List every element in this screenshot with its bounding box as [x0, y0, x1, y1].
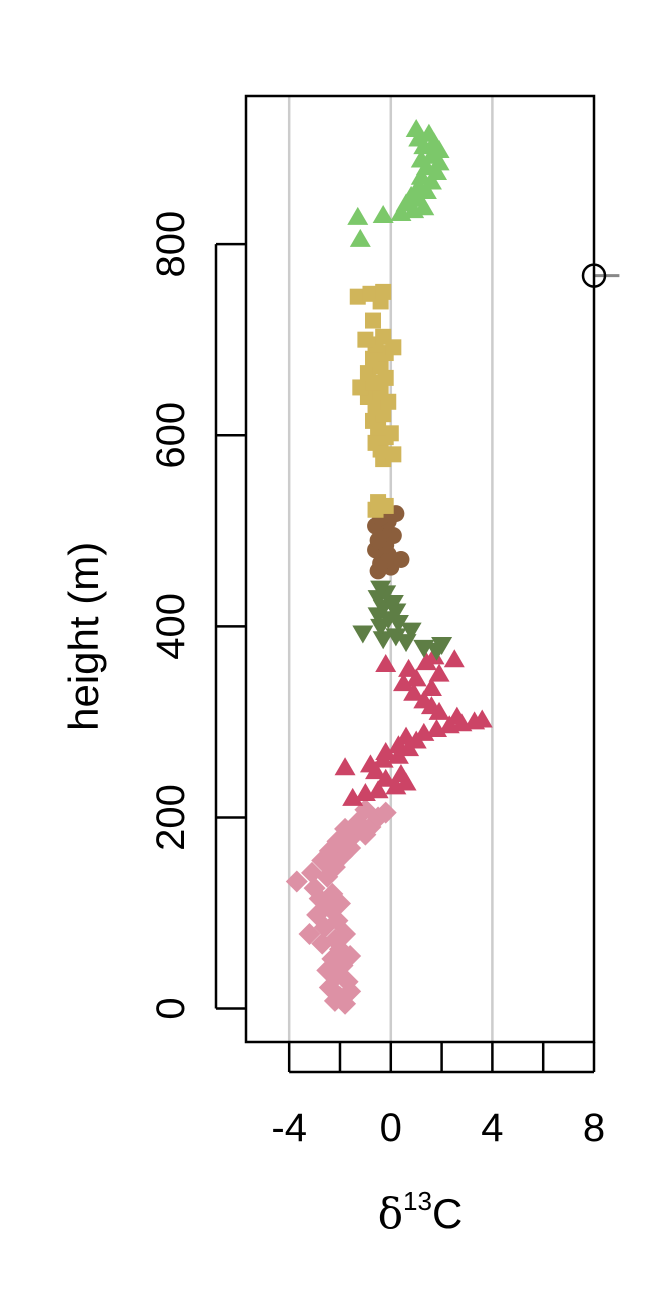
data-point-series-2	[375, 768, 397, 787]
data-point-series-5	[357, 331, 374, 348]
x-tick-label: 4	[481, 1106, 503, 1150]
data-point-series-3	[431, 636, 453, 655]
data-point-series-2	[375, 654, 397, 673]
x-tick-label: -4	[271, 1106, 307, 1150]
x-axis-label-suffix: C	[432, 1190, 462, 1237]
data-point-series-5	[359, 365, 376, 382]
data-point-series-5	[375, 283, 392, 300]
data-point-series-5	[362, 285, 379, 302]
x-axis: -4 0 4 8	[271, 1042, 605, 1150]
error-marker	[581, 263, 620, 288]
data-point-series-2	[334, 757, 356, 776]
data-point-series-3	[385, 628, 407, 647]
data-point-series-2	[413, 690, 435, 709]
data-point-series-6	[410, 166, 432, 185]
data-point-series-2	[390, 763, 412, 782]
data-point-series-2	[342, 787, 364, 806]
data-point-series-3	[370, 580, 392, 599]
data-point-series-3	[413, 639, 435, 658]
x-tick-label: 0	[380, 1106, 402, 1150]
data-point-series-6	[372, 204, 394, 223]
y-tick-label: 600	[149, 402, 193, 469]
data-point-series-3	[400, 622, 422, 641]
data-point-series-2	[428, 663, 450, 682]
data-point-series-1	[374, 801, 397, 824]
y-tick-label: 0	[149, 997, 193, 1019]
data-point-series-6	[426, 161, 448, 180]
data-point-series-5	[382, 425, 399, 442]
data-point-series-5	[365, 312, 382, 329]
data-point-series-2	[359, 754, 381, 773]
data-point-series-2	[446, 706, 468, 725]
data-point-series-2	[367, 780, 389, 799]
y-tick-label: 800	[149, 211, 193, 278]
data-point-series-1	[285, 870, 308, 893]
data-points	[285, 118, 493, 1015]
x-axis-label-superscript: 13	[403, 1186, 432, 1216]
data-point-series-6	[347, 206, 369, 225]
x-tick-label: 8	[583, 1106, 605, 1150]
data-point-series-5	[370, 494, 387, 511]
data-point-series-6	[408, 176, 430, 195]
y-tick-label: 400	[149, 593, 193, 660]
data-point-series-2	[471, 709, 493, 728]
data-point-series-3	[352, 625, 374, 644]
data-point-series-2	[443, 649, 465, 668]
data-point-series-6	[405, 118, 427, 137]
data-point-series-2	[403, 682, 425, 701]
data-point-series-3	[382, 594, 404, 613]
data-point-series-2	[420, 677, 442, 696]
data-point-series-2	[395, 726, 417, 745]
data-point-series-2	[405, 668, 427, 687]
data-point-series-1	[321, 882, 344, 905]
y-axis: 0 200 400 600 800	[149, 211, 246, 1020]
y-tick-label: 200	[149, 784, 193, 851]
data-point-series-6	[420, 171, 442, 190]
data-point-series-5	[375, 328, 392, 345]
data-point-series-1	[303, 877, 326, 900]
data-point-series-3	[372, 631, 394, 650]
data-point-series-6	[408, 128, 430, 147]
data-point-series-6	[400, 185, 422, 204]
y-axis-label: height (m)	[60, 542, 107, 731]
data-point-series-1	[301, 861, 324, 884]
data-point-series-5	[352, 379, 369, 396]
data-point-series-5	[365, 350, 382, 367]
data-point-series-2	[375, 741, 397, 760]
data-point-series-2	[398, 658, 420, 677]
data-point-series-2	[392, 673, 414, 692]
data-point-series-5	[349, 288, 366, 305]
plot-frame	[244, 94, 596, 1044]
data-point-series-5	[385, 446, 402, 463]
x-axis-label-delta: δ	[378, 1189, 403, 1238]
data-point-series-6	[349, 228, 371, 247]
x-axis-label: δ13C	[378, 1186, 463, 1238]
data-point-series-6	[418, 123, 440, 142]
